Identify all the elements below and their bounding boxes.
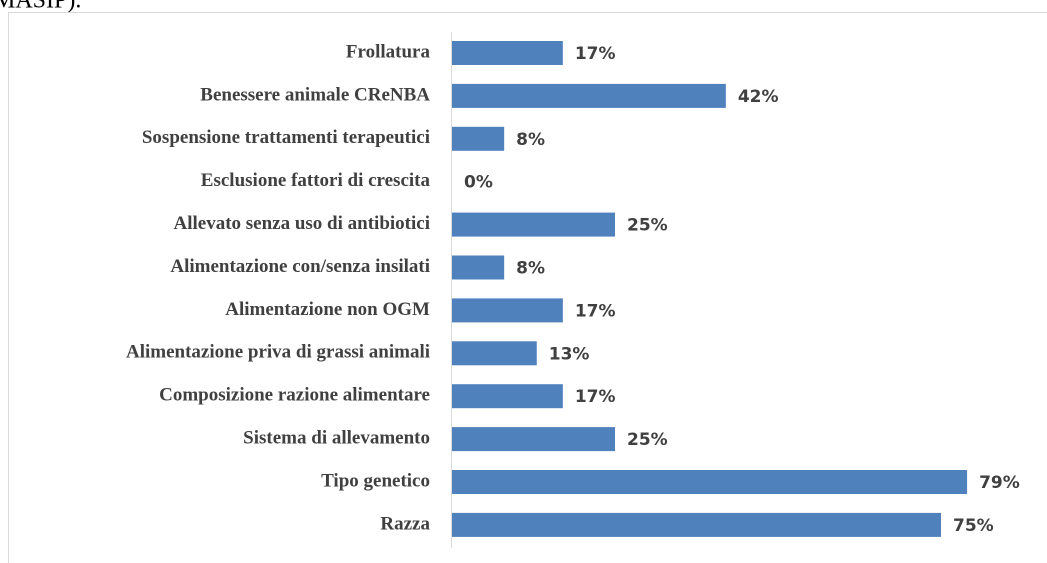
category-label: Frollatura xyxy=(346,41,431,62)
category-label: Allevato senza uso di antibiotici xyxy=(173,213,430,234)
value-label: 79% xyxy=(979,473,1020,493)
value-label: 13% xyxy=(549,344,590,364)
bar xyxy=(452,255,505,280)
value-label: 25% xyxy=(627,216,668,236)
bar xyxy=(452,83,726,108)
bar xyxy=(452,384,563,409)
category-label: Sospensione trattamenti terapeutici xyxy=(142,127,430,148)
category-label: Alimentazione priva di grassi animali xyxy=(126,342,430,363)
value-label: 0% xyxy=(464,173,493,193)
value-label: 8% xyxy=(516,259,545,279)
bar xyxy=(452,212,615,237)
category-label: Benessere animale CReNBA xyxy=(200,84,430,105)
value-label: 42% xyxy=(738,87,779,107)
bar xyxy=(452,41,563,65)
category-label: Alimentazione con/senza insilati xyxy=(170,256,430,277)
bar xyxy=(452,298,563,323)
category-label: Esclusione fattori di crescita xyxy=(201,170,431,191)
value-label: 17% xyxy=(575,44,616,64)
value-label: 17% xyxy=(575,387,616,407)
bar xyxy=(452,470,968,494)
bar xyxy=(452,126,505,151)
category-label: Alimentazione non OGM xyxy=(225,299,430,320)
value-label: 75% xyxy=(953,516,994,536)
category-label: Razza xyxy=(380,513,430,534)
bar xyxy=(452,341,537,366)
category-label: Sistema di allevamento xyxy=(243,427,430,448)
value-label: 8% xyxy=(516,130,545,150)
bar xyxy=(452,427,615,452)
category-label: Composizione razione alimentare xyxy=(159,385,430,406)
header-text: MASIP). xyxy=(0,0,81,14)
bar xyxy=(452,512,941,537)
value-label: 25% xyxy=(627,430,668,450)
category-label: Tipo genetico xyxy=(321,470,430,491)
value-label: 17% xyxy=(575,301,616,321)
